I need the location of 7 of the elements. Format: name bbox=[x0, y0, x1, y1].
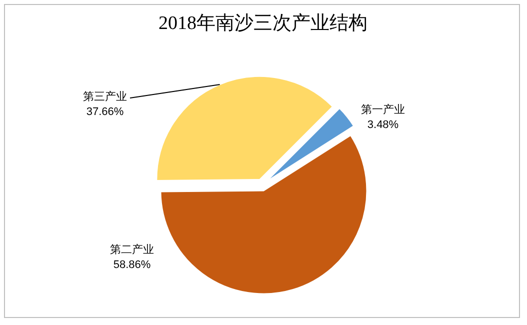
data-label: 58.86% bbox=[113, 259, 151, 271]
slice-label: 第二产业 bbox=[110, 243, 154, 256]
chart-title: 2018年南沙三次产业结构 bbox=[158, 13, 368, 34]
slice-label: 第三产业 bbox=[83, 90, 127, 103]
data-label: 3.48% bbox=[367, 119, 399, 131]
data-label: 37.66% bbox=[86, 106, 124, 118]
slice-label: 第一产业 bbox=[361, 103, 405, 116]
